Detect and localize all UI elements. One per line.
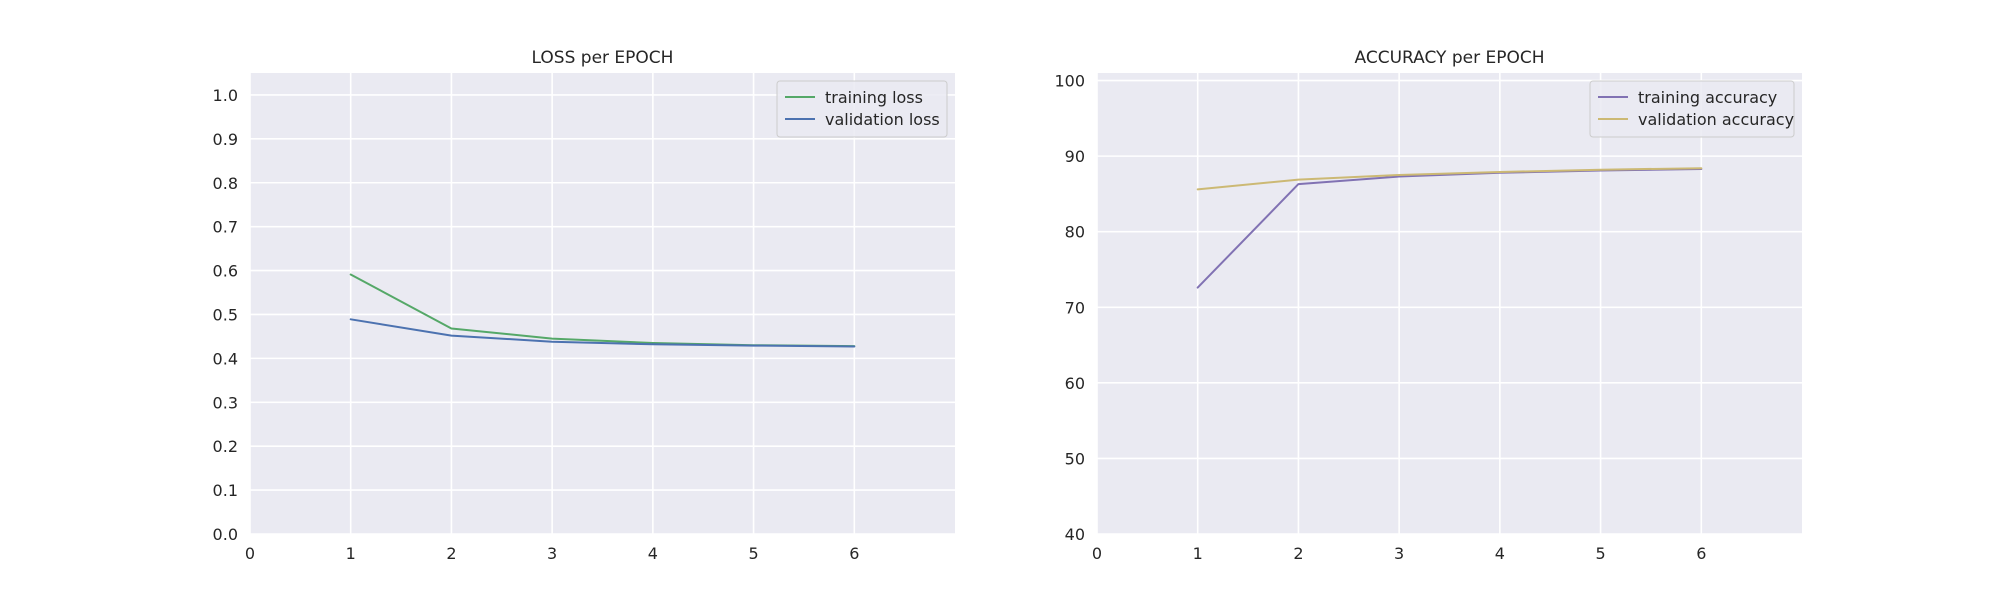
legend-box <box>1589 80 1795 138</box>
y-tick-label: 0.3 <box>213 393 238 412</box>
y-tick-label: 80 <box>1065 223 1085 242</box>
x-tick-label: 5 <box>1595 544 1605 563</box>
accuracy-chart: 0 1 2 3 4 5 6 40 50 60 70 80 90 100 ACCURACY per EPOCH… <box>1054 48 1802 563</box>
x-tick-label: 6 <box>1696 544 1706 563</box>
x-tick-label: 5 <box>748 544 758 563</box>
legend: training accuracy validation accuracy <box>1589 80 1795 138</box>
series-line-validation-loss <box>349 318 856 348</box>
x-tick-label: 0 <box>245 544 255 563</box>
y-tick-label: 0.2 <box>213 437 238 456</box>
plot-area <box>250 73 955 534</box>
y-tick-label: 100 <box>1054 72 1085 91</box>
legend-label: validation accuracy <box>1638 110 1794 129</box>
y-tick-label: 70 <box>1065 298 1085 317</box>
x-tick-label: 3 <box>1394 544 1404 563</box>
y-tick-label: 0.7 <box>213 218 238 237</box>
x-tick-label: 4 <box>1495 544 1505 563</box>
legend-label: validation loss <box>825 110 940 129</box>
legend-label: training accuracy <box>1638 88 1777 107</box>
chart-title: LOSS per EPOCH <box>532 48 674 68</box>
y-tick-label: 0.5 <box>213 305 238 324</box>
y-tick-label: 0.4 <box>213 349 238 368</box>
legend-box <box>776 80 948 138</box>
y-tick-label: 50 <box>1065 449 1085 468</box>
y-tick-label: 0.0 <box>213 525 238 544</box>
y-tick-label: 0.8 <box>213 174 238 193</box>
plot-area <box>1097 73 1802 534</box>
y-tick-label: 0.6 <box>213 262 238 281</box>
y-tick-label: 90 <box>1065 147 1085 166</box>
x-tick-label: 1 <box>346 544 356 563</box>
x-tick-label: 2 <box>1293 544 1303 563</box>
y-tick-label: 40 <box>1065 525 1085 544</box>
y-tick-label: 60 <box>1065 374 1085 393</box>
loss-chart: 0 1 2 3 4 5 6 0.0 0.1 0.2 0.3 0.4 0.5 0.6 0.7 0.8 0.9 1.0… <box>213 48 955 563</box>
y-tick-label: 0.1 <box>213 481 238 500</box>
legend: training loss validation loss <box>776 80 948 138</box>
x-tick-label: 3 <box>547 544 557 563</box>
x-tick-label: 4 <box>648 544 658 563</box>
x-tick-label: 6 <box>849 544 859 563</box>
x-tick-label: 0 <box>1092 544 1102 563</box>
x-tick-label: 2 <box>446 544 456 563</box>
legend-label: training loss <box>825 88 923 107</box>
series-line-validation-accuracy <box>1196 167 1703 191</box>
y-tick-label: 0.9 <box>213 130 238 149</box>
x-tick-label: 1 <box>1193 544 1203 563</box>
chart-title: ACCURACY per EPOCH <box>1355 48 1545 68</box>
y-tick-label: 1.0 <box>213 86 238 105</box>
